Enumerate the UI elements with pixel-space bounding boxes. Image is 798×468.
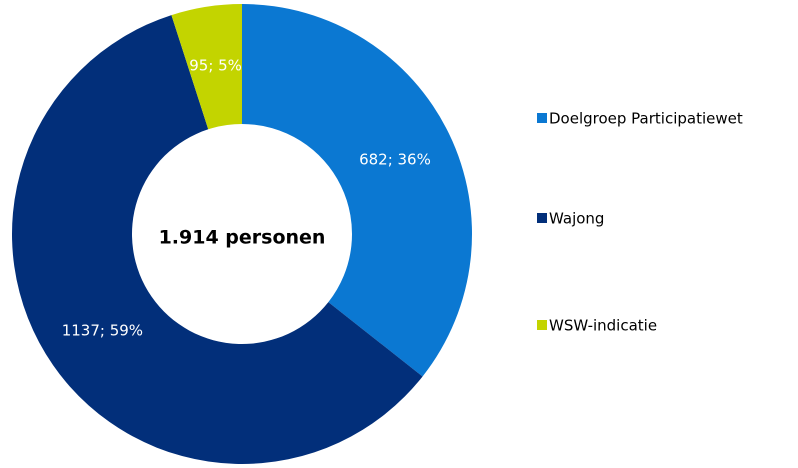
legend-label: WSW-indicatie [549, 317, 657, 335]
donut-segment [242, 4, 472, 377]
donut-segment [171, 4, 242, 130]
center-label: 1.914 personen [159, 227, 326, 249]
data-label: 1137; 59% [62, 322, 143, 340]
legend-swatch [537, 320, 547, 330]
legend-swatch [537, 213, 547, 223]
data-label: 95; 5% [189, 57, 242, 75]
data-label: 682; 36% [359, 150, 431, 168]
legend-label: Doelgroep Participatiewet [549, 110, 743, 128]
donut-segment [11, 15, 423, 465]
legend-label: Wajong [549, 210, 604, 228]
legend-swatch [537, 113, 547, 123]
